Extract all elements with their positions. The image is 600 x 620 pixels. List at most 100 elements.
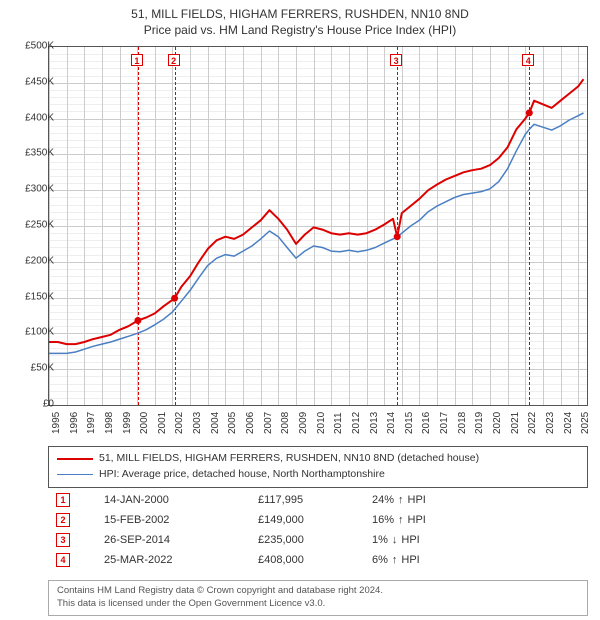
y-axis-label: £350K: [25, 148, 54, 159]
legend-item-property: 51, MILL FIELDS, HIGHAM FERRERS, RUSHDEN…: [57, 451, 579, 467]
event-rel-label: HPI: [408, 514, 426, 526]
event-date: 15-FEB-2002: [104, 514, 244, 526]
y-axis-label: £100K: [25, 327, 54, 338]
y-axis-label: £250K: [25, 220, 54, 231]
sale-marker-dot: [394, 233, 401, 240]
x-axis-label: 2023: [545, 412, 556, 434]
footer-line-2: This data is licensed under the Open Gov…: [57, 598, 579, 611]
x-axis-label: 2003: [192, 412, 203, 434]
event-row: 3 26-SEP-2014 £235,000 1%↓HPI: [48, 530, 588, 550]
sale-marker-dot: [526, 109, 533, 116]
x-axis-label: 2006: [245, 412, 256, 434]
x-axis-label: 2002: [174, 412, 185, 434]
event-number-box: 4: [56, 553, 70, 567]
x-axis-label: 2022: [527, 412, 538, 434]
event-relative: 1%↓HPI: [372, 534, 420, 546]
arrow-up-icon: ↑: [392, 554, 398, 566]
event-number-box: 3: [56, 533, 70, 547]
legend-label-hpi: HPI: Average price, detached house, Nort…: [99, 467, 385, 483]
y-axis-label: £200K: [25, 255, 54, 266]
y-axis-label: £0: [43, 399, 54, 410]
arrow-up-icon: ↑: [398, 514, 404, 526]
legend-box: 51, MILL FIELDS, HIGHAM FERRERS, RUSHDEN…: [48, 446, 588, 488]
x-axis-label: 2017: [439, 412, 450, 434]
x-axis-label: 1995: [51, 412, 62, 434]
x-axis-label: 1999: [122, 412, 133, 434]
chart-plot-area: [48, 46, 588, 406]
event-row: 2 15-FEB-2002 £149,000 16% ↑ HPI: [48, 510, 588, 530]
x-axis-label: 2009: [298, 412, 309, 434]
y-axis-label: £450K: [25, 76, 54, 87]
legend-line-hpi: [57, 474, 93, 475]
event-price: £235,000: [258, 534, 358, 546]
x-axis-label: 2019: [474, 412, 485, 434]
event-price: £117,995: [258, 494, 358, 506]
event-date: 14-JAN-2000: [104, 494, 244, 506]
x-axis-label: 1997: [86, 412, 97, 434]
x-axis-label: 2000: [139, 412, 150, 434]
arrow-up-icon: ↑: [398, 494, 404, 506]
chart-inner: [49, 47, 587, 405]
chart-svg: [49, 47, 587, 405]
legend-label-property: 51, MILL FIELDS, HIGHAM FERRERS, RUSHDEN…: [99, 451, 479, 467]
events-table: 114-JAN-2000£117,99524%↑HPI215-FEB-2002£…: [48, 490, 588, 570]
legend-line-property: [57, 458, 93, 460]
y-axis-label: £50K: [31, 363, 54, 374]
legend-item-hpi: HPI: Average price, detached house, Nort…: [57, 467, 579, 483]
chart-container: 51, MILL FIELDS, HIGHAM FERRERS, RUSHDEN…: [0, 0, 600, 620]
x-axis-label: 2010: [316, 412, 327, 434]
x-axis-label: 1996: [69, 412, 80, 434]
title-line-1: 51, MILL FIELDS, HIGHAM FERRERS, RUSHDEN…: [0, 6, 600, 22]
event-row: 4 25-MAR-2022 £408,000 6% ↑HPI: [48, 550, 588, 570]
event-rel-pct: 16%: [372, 514, 394, 526]
series-line-property: [49, 79, 584, 344]
event-rel-label: HPI: [408, 494, 426, 506]
y-axis-label: £500K: [25, 41, 54, 52]
event-rel-label: HPI: [401, 554, 419, 566]
x-axis-label: 2024: [563, 412, 574, 434]
arrow-down-icon: ↓: [392, 534, 398, 546]
series-line-hpi: [49, 113, 584, 354]
x-axis-label: 2020: [492, 412, 503, 434]
x-axis-label: 2021: [510, 412, 521, 434]
x-axis-label: 2015: [404, 412, 415, 434]
chart-title: 51, MILL FIELDS, HIGHAM FERRERS, RUSHDEN…: [0, 0, 600, 38]
x-axis-label: 2014: [386, 412, 397, 434]
event-relative: 6% ↑HPI: [372, 554, 420, 566]
event-marker-box: 1: [131, 54, 143, 66]
event-rel-pct: 24%: [372, 494, 394, 506]
event-marker-box: 2: [168, 54, 180, 66]
title-line-2: Price paid vs. HM Land Registry's House …: [0, 22, 600, 38]
x-axis-label: 2018: [457, 412, 468, 434]
x-axis-label: 2012: [351, 412, 362, 434]
event-date: 26-SEP-2014: [104, 534, 244, 546]
footer-attribution: Contains HM Land Registry data © Crown c…: [48, 580, 588, 616]
sale-marker-dot: [171, 295, 178, 302]
event-number-box: 1: [56, 493, 70, 507]
event-row: 1 14-JAN-2000 £117,995 24% ↑ HPI: [48, 490, 588, 510]
x-axis-label: 2005: [227, 412, 238, 434]
event-price: £149,000: [258, 514, 358, 526]
y-axis-label: £150K: [25, 291, 54, 302]
x-axis-label: 2001: [157, 412, 168, 434]
footer-line-1: Contains HM Land Registry data © Crown c…: [57, 585, 579, 598]
x-axis-label: 2008: [280, 412, 291, 434]
event-rel-label: HPI: [401, 534, 419, 546]
event-relative: 16% ↑ HPI: [372, 514, 426, 526]
y-axis-label: £300K: [25, 184, 54, 195]
event-rel-pct: 6%: [372, 554, 388, 566]
sale-marker-dot: [134, 317, 141, 324]
x-axis-label: 2007: [263, 412, 274, 434]
event-date: 25-MAR-2022: [104, 554, 244, 566]
x-axis-label: 2004: [210, 412, 221, 434]
x-axis-label: 2025: [580, 412, 591, 434]
y-axis-label: £400K: [25, 112, 54, 123]
event-marker-box: 4: [522, 54, 534, 66]
event-marker-box: 3: [390, 54, 402, 66]
event-price: £408,000: [258, 554, 358, 566]
event-relative: 24% ↑ HPI: [372, 494, 426, 506]
x-axis-label: 2011: [333, 412, 344, 434]
x-axis-label: 1998: [104, 412, 115, 434]
x-axis-label: 2013: [369, 412, 380, 434]
event-number-box: 2: [56, 513, 70, 527]
